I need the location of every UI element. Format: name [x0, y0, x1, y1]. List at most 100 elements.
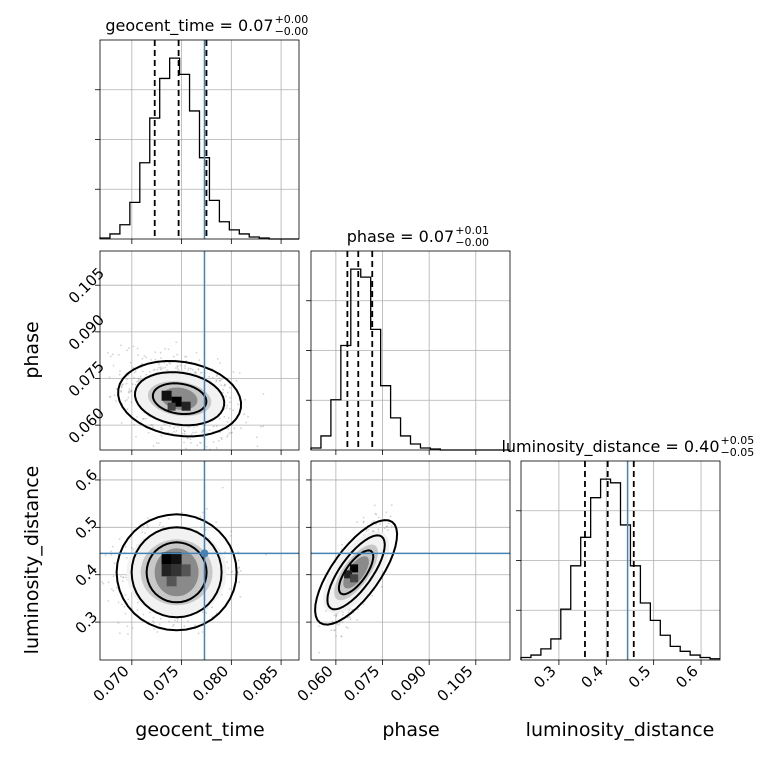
density-cell [350, 564, 359, 573]
sample-point [147, 431, 150, 434]
sample-point [225, 395, 227, 398]
sample-point [142, 613, 145, 616]
sample-point [164, 347, 167, 350]
x-tick-label: 0.075 [340, 662, 383, 705]
sample-point [390, 504, 393, 506]
sample-point [166, 364, 168, 366]
sample-point [133, 376, 135, 379]
sample-point [146, 517, 149, 519]
sample-point [142, 417, 145, 420]
sample-point [381, 585, 383, 588]
sample-point [109, 395, 112, 398]
sample-point [124, 594, 127, 596]
sample-point [156, 631, 159, 633]
sample-point [208, 429, 211, 432]
histogram-geocent_time [99, 57, 299, 240]
density-cell [171, 552, 182, 565]
sample-point [230, 431, 233, 434]
sample-point [375, 513, 378, 516]
sample-point [133, 371, 136, 374]
sample-point [157, 366, 160, 369]
sample-point [169, 425, 171, 427]
sample-point [365, 530, 368, 532]
sample-point [152, 369, 155, 372]
panel-title: geocent_time = 0.07 +0.00−0.00 [105, 13, 308, 38]
sample-point [126, 408, 129, 411]
sample-point [181, 432, 184, 435]
sample-point [187, 369, 190, 371]
sample-point [222, 391, 224, 394]
sample-point [330, 629, 333, 631]
sample-point [226, 404, 228, 407]
sample-point [176, 617, 179, 620]
sample-point [223, 385, 226, 387]
sample-point [126, 349, 128, 352]
sample-point [175, 341, 178, 344]
x-axis-label-geocent_time: geocent_time [135, 719, 264, 741]
sample-point [124, 400, 127, 402]
sample-point [184, 355, 187, 358]
y-tick-label: 0.075 [65, 357, 108, 400]
panel-title: phase = 0.07 +0.01−0.00 [347, 224, 489, 249]
sample-point [379, 523, 381, 525]
density-cell [181, 564, 191, 577]
sample-point [113, 394, 116, 397]
sample-point [212, 425, 215, 428]
sample-point [190, 442, 192, 444]
sample-point [139, 378, 142, 381]
sample-point [159, 351, 162, 354]
sample-point [219, 379, 222, 382]
sample-point [142, 525, 145, 528]
y-tick-label: 0.3 [72, 608, 102, 638]
sample-point [245, 421, 248, 424]
y-axis-label-phase: phase [21, 321, 43, 378]
sample-point [131, 627, 134, 629]
sample-point [179, 364, 182, 367]
sample-point [340, 635, 343, 638]
sample-point [159, 521, 162, 524]
sample-point [215, 425, 218, 427]
sample-point [119, 632, 121, 635]
sample-point [259, 425, 262, 428]
sample-point [218, 379, 221, 382]
sample-point [386, 525, 388, 528]
sample-point [128, 390, 130, 392]
sample-point [243, 413, 246, 416]
sample-point [137, 601, 139, 604]
sample-point [199, 515, 202, 518]
sample-point [237, 403, 239, 406]
histogram-luminosity_distance [520, 478, 720, 660]
sample-point [216, 358, 219, 360]
sample-point [224, 383, 226, 386]
sample-point [150, 423, 153, 426]
sample-point [194, 371, 197, 373]
sample-point [158, 363, 160, 366]
sample-point [226, 436, 229, 438]
sample-point [216, 374, 219, 377]
sample-point [225, 407, 228, 409]
sample-point [107, 352, 109, 354]
sample-point [162, 525, 165, 528]
sample-point [134, 383, 137, 386]
sample-point [227, 391, 229, 394]
sample-point [338, 624, 340, 626]
sample-point [120, 344, 122, 347]
sample-point [387, 529, 389, 532]
sample-point [197, 369, 200, 371]
sample-point [349, 618, 352, 621]
sample-point [345, 626, 348, 628]
sample-point [341, 543, 343, 546]
sample-point [239, 570, 242, 572]
scatter-panel-phase-luminosity_distance: 0.060 0.075 0.090 0.105 [294, 460, 511, 705]
sample-point [205, 612, 208, 614]
title-plus: +0.05 [721, 434, 755, 447]
panel-title: luminosity_distance = 0.40 +0.05−0.05 [501, 434, 754, 459]
contour-line [145, 541, 208, 604]
sample-point [144, 417, 147, 420]
sample-point [385, 511, 388, 514]
sample-point [340, 635, 343, 638]
sample-point [256, 445, 259, 448]
sample-point [192, 431, 195, 434]
